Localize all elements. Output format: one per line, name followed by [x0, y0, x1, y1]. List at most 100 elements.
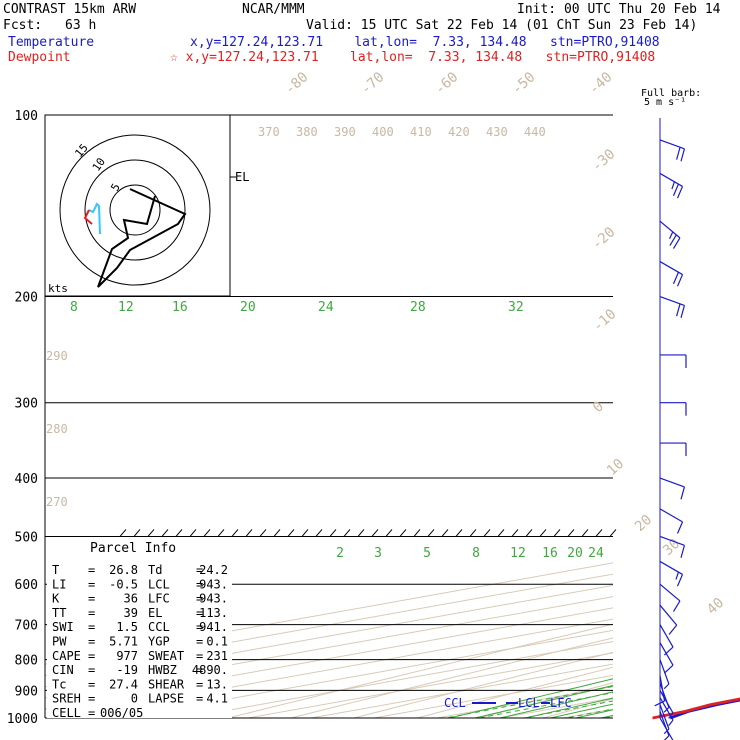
- hodograph: [44, 114, 231, 297]
- wind-barb-flag: [654, 700, 665, 707]
- theta-label: 420: [448, 125, 470, 139]
- freezing-hatch: [287, 529, 295, 537]
- parcel-value2: 941.: [199, 620, 228, 634]
- wind-barb-flag: [680, 545, 686, 558]
- mixing-ratio-line: [656, 537, 740, 719]
- freezing-hatch: [357, 529, 365, 537]
- series-line: [669, 698, 740, 720]
- pressure-label: 400: [15, 472, 38, 487]
- parcel-eq: =: [88, 592, 95, 606]
- freezing-hatch: [581, 529, 589, 537]
- freezing-hatch: [595, 529, 603, 537]
- parcel-eq2: =: [196, 577, 203, 591]
- theta-e-label: 28: [410, 300, 426, 315]
- mixing-ratio-label: 16: [542, 546, 558, 561]
- theta-label: 370: [258, 125, 280, 139]
- isotherm-label: -70: [358, 69, 388, 98]
- freezing-hatch: [273, 529, 281, 537]
- isotherm-line: [184, 641, 613, 718]
- parcel-eq: =: [88, 563, 95, 577]
- freezing-hatch: [203, 529, 211, 537]
- parcel-value2: 24.2: [199, 563, 228, 577]
- wind-barb-flag: [663, 646, 674, 656]
- parcel-eq2: =: [196, 635, 203, 649]
- plot-area: [45, 269, 740, 719]
- theta-e-label: 32: [508, 300, 524, 315]
- freezing-hatch: [399, 529, 407, 537]
- freezing-hatch: [483, 529, 491, 537]
- pressure-label: 100: [15, 109, 38, 124]
- parcel-value2: 943.: [199, 592, 228, 606]
- hodograph-ring: [84, 159, 186, 261]
- freezing-hatch: [231, 529, 239, 537]
- parcel-eq2: =: [196, 677, 203, 691]
- parcel-info-title: Parcel Info: [90, 541, 176, 556]
- hodo-ring-label: 10: [90, 155, 108, 173]
- parcel-eq: =: [88, 649, 95, 663]
- moist-adiabat-line: [727, 269, 740, 718]
- freezing-hatch: [315, 529, 323, 537]
- parcel-key: CELL: [52, 706, 81, 720]
- theta-e-label: 16: [172, 300, 188, 315]
- pressure-label: 600: [15, 578, 38, 593]
- theta-e-label: 8: [70, 300, 78, 315]
- freezing-hatch: [161, 529, 169, 537]
- wind-barb-staff: [659, 535, 685, 546]
- freezing-hatch: [413, 529, 421, 537]
- theta-label: 430: [486, 125, 508, 139]
- parcel-value: 1.5: [116, 620, 138, 634]
- parcel-key: CAPE: [52, 649, 81, 663]
- dry-adiabat-line: [228, 623, 613, 718]
- parcel-key: LI: [52, 577, 66, 591]
- parcel-eq: =: [88, 635, 95, 649]
- parcel-eq2: =: [196, 649, 203, 663]
- parcel-eq: =: [88, 706, 95, 720]
- wind-barb-flag: [676, 303, 681, 317]
- isotherm-line: [45, 573, 613, 677]
- wind-barb-flag: [672, 600, 681, 612]
- mixing-ratio-line: [604, 715, 613, 718]
- theta-e-label: 12: [118, 300, 134, 315]
- parcel-key2: SWEAT: [148, 649, 184, 663]
- moist-adiabat-line: [449, 678, 613, 718]
- freezing-hatch: [119, 529, 127, 537]
- wind-barb-flag: [676, 521, 684, 534]
- dry-adiabat-line: [354, 651, 613, 718]
- pressure-label: 700: [15, 619, 38, 634]
- isotherm-label: -40: [586, 69, 616, 98]
- dry-adiabat-line: [606, 715, 613, 718]
- org-label: NCAR/MMM: [242, 2, 305, 17]
- mixing-ratio-label: 5: [423, 546, 431, 561]
- moist-adiabat-line: [474, 684, 613, 718]
- wind-barb-flag: [676, 574, 684, 587]
- parcel-key: SWI: [52, 620, 74, 634]
- freezing-hatch: [217, 529, 225, 537]
- moist-adiabat-line: [575, 709, 613, 718]
- mixing-ratio-line: [675, 537, 740, 719]
- parcel-value2: 231: [206, 649, 228, 663]
- isotherm-label: 10: [604, 456, 627, 479]
- freezing-hatch: [371, 529, 379, 537]
- wind-barb-flag: [672, 271, 680, 285]
- freezing-hatch: [147, 529, 155, 537]
- parcel-value2: 4890.: [192, 663, 228, 677]
- theta-label: 410: [410, 125, 432, 139]
- init-time: Init: 00 UTC Thu 20 Feb 14: [517, 2, 721, 17]
- wind-barb-staff: [659, 624, 674, 648]
- wind-barb-staff: [659, 682, 670, 708]
- lcl-label: LCL: [518, 696, 540, 710]
- freezing-hatch: [259, 529, 267, 537]
- freezing-hatch: [553, 529, 561, 537]
- valid-time: Valid: 15 UTC Sat 22 Feb 14 (01 ChT Sun …: [306, 18, 698, 33]
- parcel-value: 006/05: [100, 706, 143, 720]
- parcel-value: 977: [116, 649, 138, 663]
- dry-adiabat-line: [543, 698, 613, 718]
- freezing-hatch: [441, 529, 449, 537]
- parcel-value: -19: [116, 663, 138, 677]
- isotherm-line: [247, 652, 613, 718]
- freezing-hatch: [539, 529, 547, 537]
- pressure-label: 500: [15, 530, 38, 545]
- freezing-hatch: [455, 529, 463, 537]
- wind-barb-flag: [663, 707, 670, 713]
